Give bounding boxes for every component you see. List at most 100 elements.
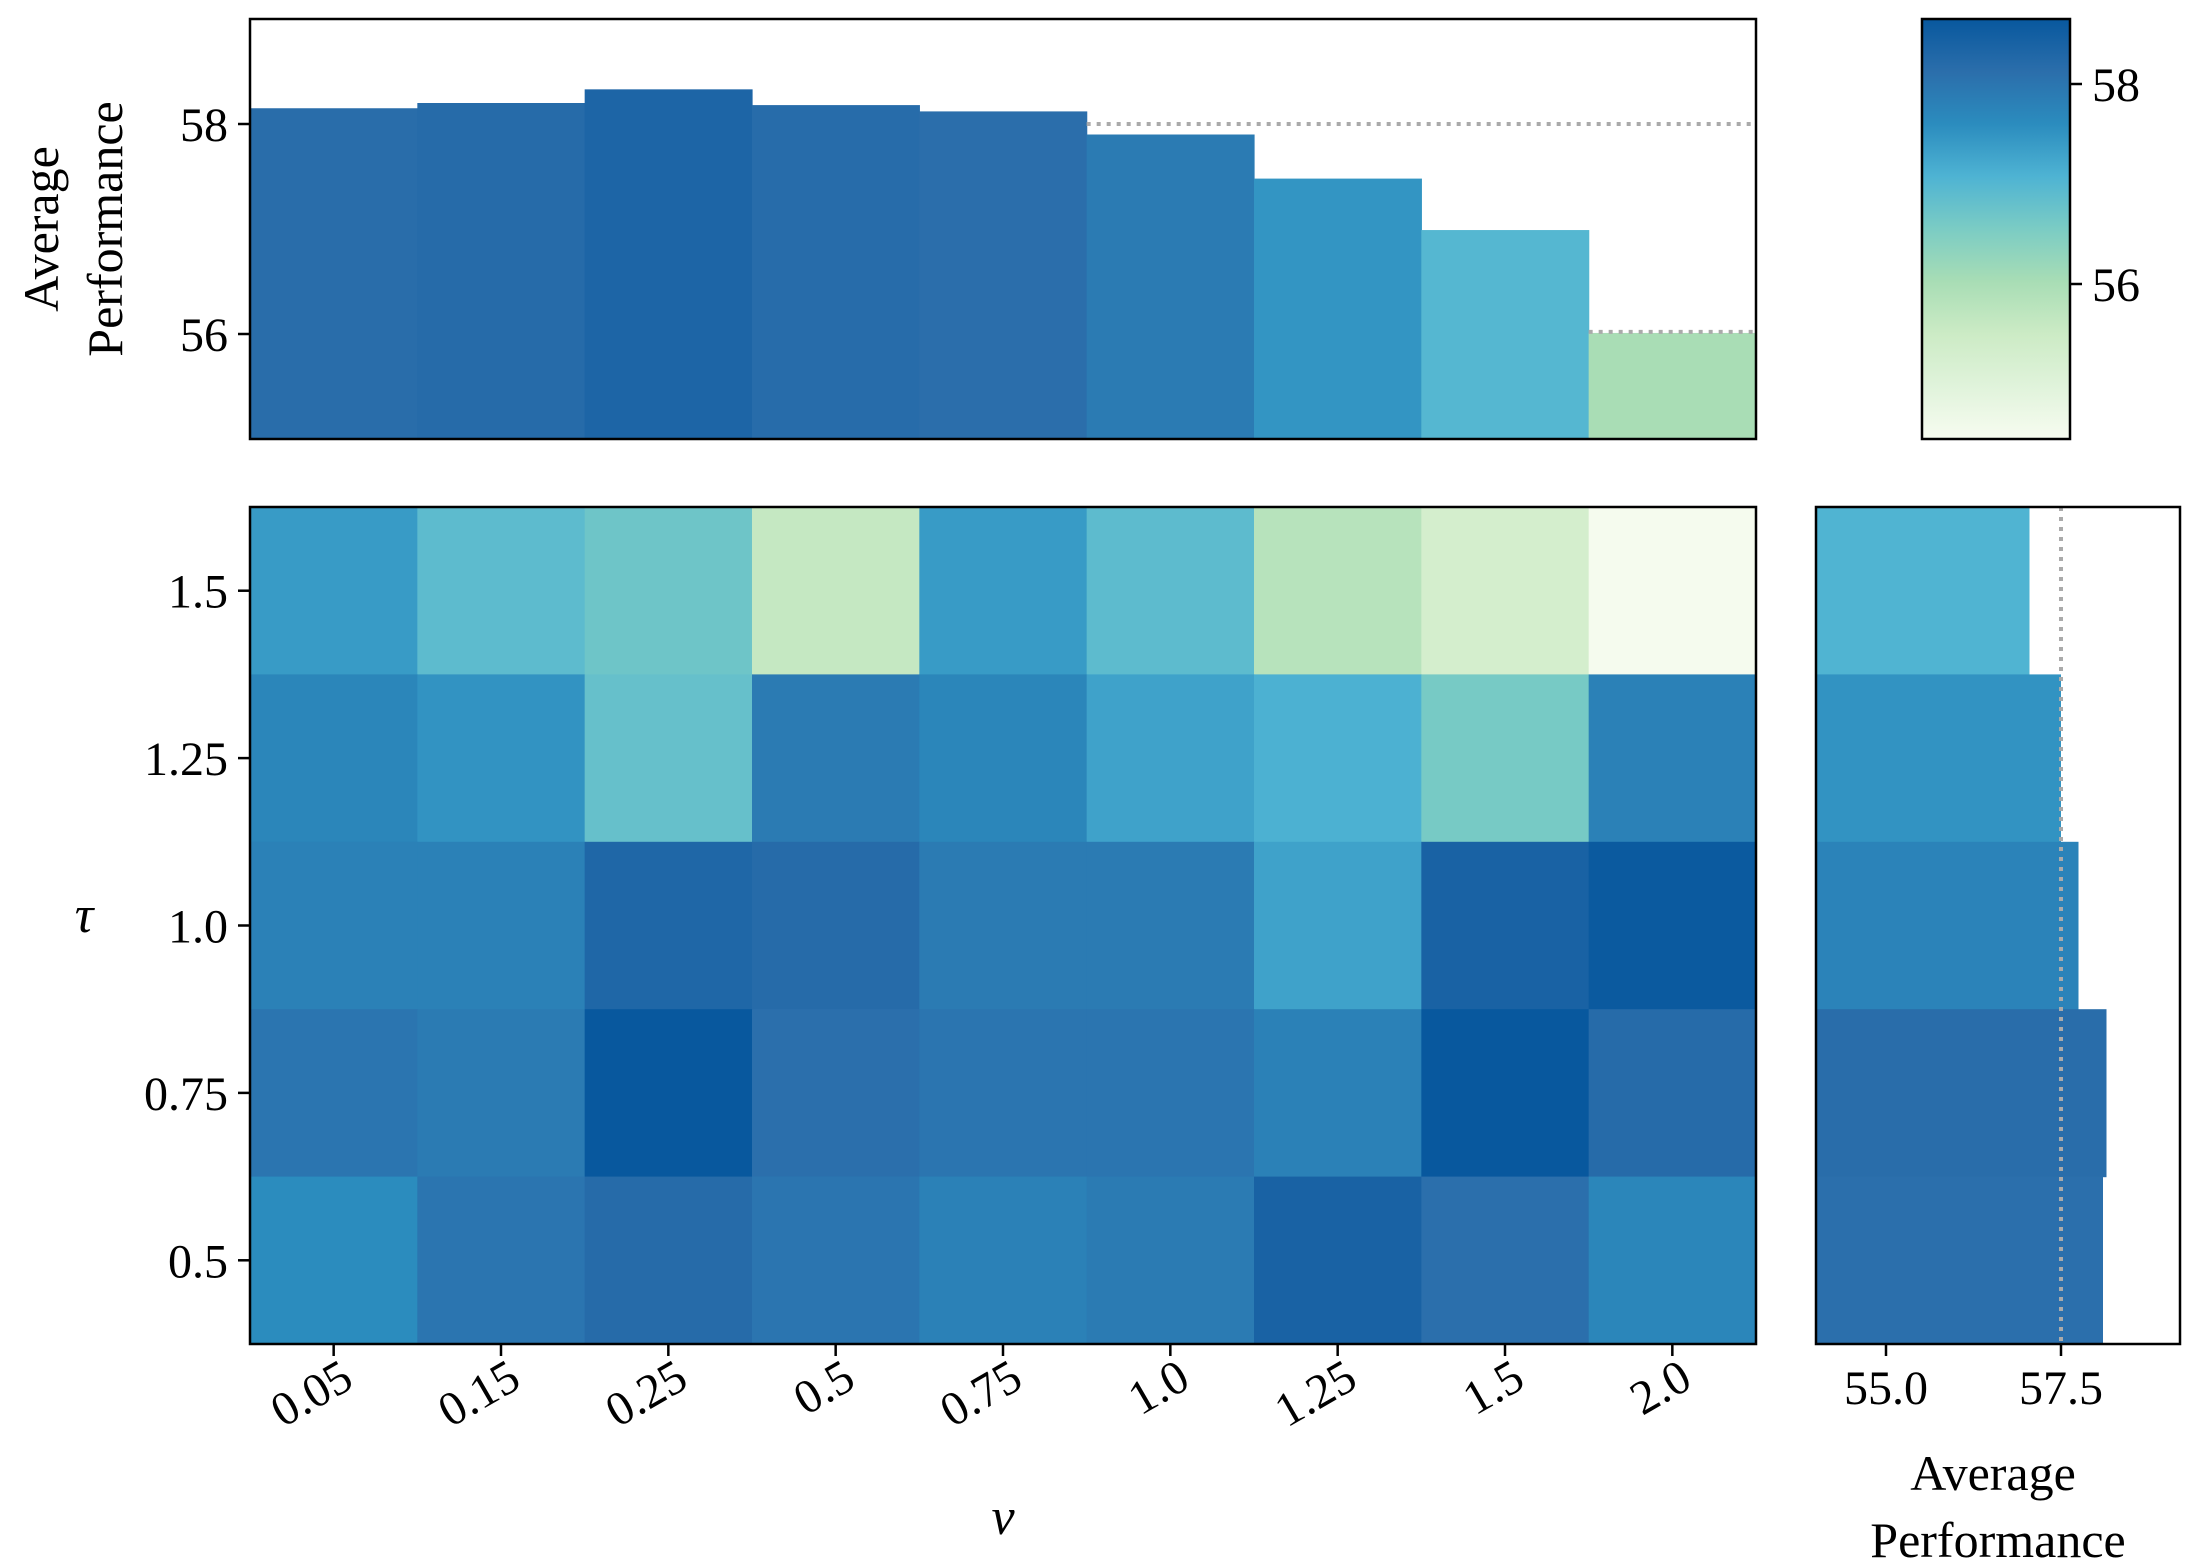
right-bar — [1816, 1176, 2103, 1345]
right-x-axis-label-line-2: Performance — [1870, 1512, 2125, 1568]
heatmap-cell — [1588, 841, 1757, 1010]
heatmap-cell — [584, 507, 753, 675]
heatmap-cell — [1086, 674, 1255, 843]
heatmap-y-tick-label: 0.75 — [144, 1068, 228, 1121]
heatmap-cell — [752, 1176, 920, 1345]
heatmap-chart: 0.05 0.15 0.25 0.5 0.75 1.0 1.25 1.5 2.0 1.5 1.25… — [75, 505, 1758, 1546]
top-bar — [584, 89, 753, 439]
heatmap-cell — [1421, 1009, 1590, 1178]
colorbar-tick-label: 56 — [2092, 259, 2140, 312]
heatmap-cell — [1421, 1176, 1590, 1345]
heatmap-cell — [1086, 1176, 1255, 1345]
heatmap-cell — [1254, 1176, 1422, 1345]
heatmap-cell — [1254, 507, 1422, 675]
top-y-tick-label: 56 — [180, 309, 228, 362]
heatmap-cell — [1254, 1009, 1422, 1178]
heatmap-y-tick-label: 1.5 — [168, 566, 228, 619]
top-y-ticks: 56 58 — [180, 99, 250, 362]
colorbar-tick-label: 58 — [2092, 59, 2140, 112]
right-bars — [1816, 507, 2107, 1345]
heatmap-cell — [919, 1176, 1088, 1345]
top-bar — [1421, 230, 1590, 439]
heatmap-cell — [417, 674, 586, 843]
right-bar — [1816, 674, 2061, 843]
heatmap-x-axis-label: ν — [991, 1489, 1015, 1546]
heatmap-y-tick-label: 0.5 — [168, 1235, 228, 1288]
heatmap-x-tick-label: 0.05 — [262, 1350, 361, 1438]
heatmap-x-tick-label: 0.15 — [429, 1350, 528, 1438]
heatmap-cell — [752, 841, 920, 1010]
top-bar-chart: 56 58 Average Performance — [13, 17, 1758, 441]
heatmap-cell — [250, 1009, 418, 1178]
heatmap-x-tick-label: 2.0 — [1621, 1350, 1699, 1426]
heatmap-cell — [752, 1009, 920, 1178]
heatmap-cell — [584, 841, 753, 1010]
right-bar — [1816, 841, 2079, 1010]
heatmap-cell — [250, 1176, 418, 1345]
heatmap-cell — [919, 674, 1088, 843]
top-bar — [250, 108, 418, 439]
top-y-tick-label: 58 — [180, 99, 228, 152]
heatmap-cell — [250, 841, 418, 1010]
colorbar-ticks: 56 58 — [2070, 59, 2140, 312]
top-y-axis-label-line-2: Performance — [77, 101, 133, 356]
heatmap-x-tick-label: 0.5 — [785, 1350, 863, 1426]
right-x-axis-label-line-1: Average — [1910, 1445, 2076, 1501]
top-bars — [250, 89, 1757, 440]
right-x-tick-label: 55.0 — [1844, 1362, 1928, 1415]
heatmap-cell — [752, 674, 920, 843]
heatmap-y-ticks: 1.5 1.25 1.0 0.75 0.5 — [144, 566, 250, 1288]
top-bar — [919, 111, 1088, 440]
top-plot-frame — [248, 17, 1758, 441]
top-bar — [752, 105, 920, 439]
heatmap-cell — [1086, 1009, 1255, 1178]
top-bar — [1086, 134, 1255, 439]
heatmap-cell — [250, 674, 418, 843]
heatmap-cells — [250, 507, 1757, 1345]
heatmap-cell — [1588, 1176, 1757, 1345]
heatmap-cell — [1588, 1009, 1757, 1178]
right-x-ticks: 55.0 57.5 — [1844, 1344, 2103, 1415]
heatmap-cell — [919, 841, 1088, 1010]
top-bar — [1254, 178, 1422, 439]
heatmap-cell — [1421, 841, 1590, 1010]
heatmap-cell — [1254, 841, 1422, 1010]
heatmap-cell — [1421, 507, 1590, 675]
heatmap-cell — [584, 1009, 753, 1178]
heatmap-x-tick-label: 1.0 — [1119, 1350, 1197, 1426]
heatmap-y-tick-label: 1.25 — [144, 733, 228, 786]
heatmap-cell — [1086, 507, 1255, 675]
heatmap-x-tick-label: 1.5 — [1454, 1350, 1532, 1426]
heatmap-cell — [584, 674, 753, 843]
top-bar — [417, 103, 586, 439]
heatmap-cell — [1421, 674, 1590, 843]
colorbar-frame — [1920, 17, 2072, 441]
heatmap-x-tick-label: 1.25 — [1266, 1350, 1365, 1438]
heatmap-cell — [1588, 674, 1757, 843]
heatmap-y-axis-label: τ — [75, 887, 96, 944]
heatmap-cell — [250, 507, 418, 675]
colorbar: 56 58 — [1920, 17, 2140, 441]
right-bar — [1816, 507, 2030, 675]
heatmap-cell — [1254, 674, 1422, 843]
right-plot-frame — [1814, 505, 2182, 1346]
heatmap-cell — [919, 1009, 1088, 1178]
top-y-axis-label-line-1: Average — [13, 146, 69, 312]
heatmap-cell — [584, 1176, 753, 1345]
heatmap-x-ticks: 0.05 0.15 0.25 0.5 0.75 1.0 1.25 1.5 2.0 — [262, 1344, 1700, 1438]
heatmap-x-tick-label: 0.25 — [597, 1350, 696, 1438]
heatmap-cell — [752, 507, 920, 675]
heatmap-cell — [919, 507, 1088, 675]
heatmap-cell — [417, 1009, 586, 1178]
heatmap-y-tick-label: 1.0 — [168, 901, 228, 954]
right-x-tick-label: 57.5 — [2019, 1362, 2103, 1415]
heatmap-cell — [1588, 507, 1757, 675]
heatmap-cell — [417, 1176, 586, 1345]
heatmap-cell — [1086, 841, 1255, 1010]
right-bar — [1816, 1009, 2107, 1178]
top-bar — [1588, 332, 1757, 439]
right-bar-chart: 55.0 57.5 Average Performance — [1814, 505, 2182, 1568]
top-reference-lines — [1086, 122, 1756, 334]
heatmap-cell — [417, 841, 586, 1010]
